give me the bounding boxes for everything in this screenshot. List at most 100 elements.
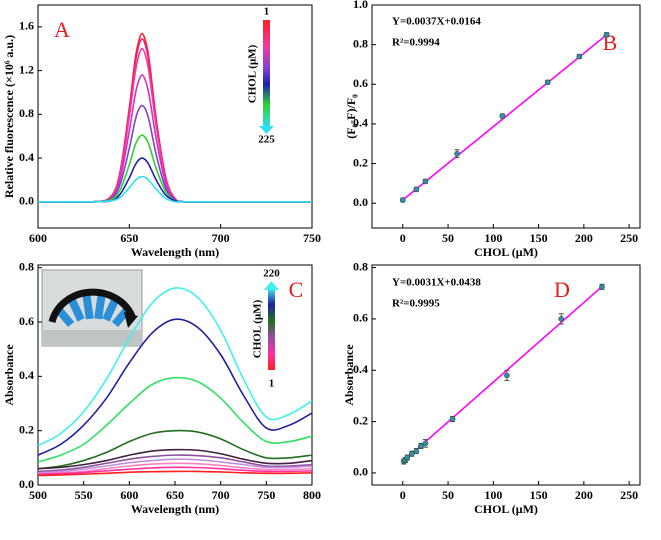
panel: 0 50 100 150 200 250 0.0 0.2 0.4 0.6 0.8 CHOL (μM) A… [342, 259, 641, 516]
data-point [413, 448, 420, 454]
x-tick-label: 50 [442, 231, 454, 245]
colorbar-label: CHOL (μM) [252, 299, 264, 358]
x-tick-label: 700 [212, 488, 230, 502]
panel-label: A [54, 17, 70, 42]
x-tick-label: 650 [166, 488, 184, 502]
y-tick-label: 0.6 [353, 76, 368, 90]
panel-label: D [554, 277, 570, 302]
y-tick-label: 0.6 [353, 311, 368, 325]
r-squared: R²=0.9995 [392, 298, 440, 310]
equation: Y=0.0037X+0.0164 [392, 16, 481, 28]
y-tick-label: 1.2 [19, 62, 34, 76]
y-tick-label: 0.0 [353, 195, 368, 209]
x-tick-label: 200 [575, 231, 593, 245]
x-axis-label: CHOL (μM) [474, 502, 538, 516]
data-point [499, 113, 506, 119]
plot-frame [371, 264, 641, 486]
x-tick-label: 150 [530, 231, 548, 245]
colorbar-c [264, 281, 279, 370]
panel-label: C [289, 277, 304, 302]
y-tick-label: 1.0 [353, 0, 368, 11]
x-tick-label: 0 [400, 488, 406, 502]
line-series [37, 462, 313, 475]
x-tick-label: 0 [400, 231, 406, 245]
x-tick-label: 800 [303, 488, 321, 502]
line-series [37, 157, 312, 203]
colorbar-bottom: 1 [269, 378, 275, 390]
line-series [37, 47, 312, 203]
x-tick-label: 600 [120, 488, 138, 502]
fit-line [402, 285, 603, 463]
x-tick-label: 50 [442, 488, 454, 502]
x-axis-label: Wavelength (nm) [131, 502, 219, 516]
data-point [603, 31, 610, 38]
line-series [37, 104, 312, 203]
y-tick-label: 0.2 [353, 413, 368, 427]
x-axis-label: Wavelength (nm) [131, 245, 219, 259]
y-axis-label: Absorbance [2, 344, 16, 406]
line-series [37, 454, 313, 473]
panel: 0 50 100 150 200 250 0.0 0.2 0.4 0.6 0.8 1.0 CHOL (μ… [344, 0, 641, 259]
data-point [449, 416, 456, 422]
colorbar-top: 220 [263, 268, 280, 280]
line-series [37, 32, 312, 203]
inset-photo [41, 269, 143, 347]
colorbar-a [259, 20, 274, 134]
y-axis-label: (F₀-F)/F₀ [344, 94, 358, 139]
data-point [576, 53, 583, 60]
line-series [37, 376, 313, 463]
x-tick-label: 650 [120, 231, 138, 245]
line-series [37, 287, 313, 447]
line-series [37, 470, 313, 477]
x-tick-label: 100 [484, 231, 502, 245]
fit-line [402, 32, 610, 201]
plot-frame [371, 4, 641, 229]
line-series [37, 448, 313, 470]
x-axis-label: CHOL (μM) [474, 245, 538, 259]
data-point [544, 79, 551, 86]
y-tick-label: 0.4 [19, 368, 34, 382]
x-tick-label: 500 [29, 488, 47, 502]
data-point [504, 372, 510, 379]
y-tick-label: 0.4 [19, 150, 34, 164]
y-tick-label: 0.8 [353, 259, 368, 273]
data-point [404, 454, 411, 461]
colorbar-label: CHOL (μM) [247, 44, 259, 103]
x-tick-label: 550 [75, 488, 93, 502]
data-point [422, 440, 429, 447]
x-tick-label: 100 [484, 488, 502, 502]
equation: Y=0.0031X+0.0438 [392, 277, 481, 289]
x-tick-label: 700 [212, 231, 230, 245]
y-tick-label: 0.0 [19, 477, 34, 491]
plot-frame [37, 4, 313, 229]
x-tick-label: 750 [257, 488, 275, 502]
x-tick-label: 250 [620, 231, 638, 245]
x-tick-label: 600 [29, 231, 47, 245]
y-tick-label: 0.4 [353, 116, 368, 130]
y-tick-label: 1.6 [19, 19, 34, 33]
y-tick-label: 0.2 [353, 155, 368, 169]
y-tick-label: 0.8 [353, 36, 368, 50]
y-axis-label: Relative fluorescence (×10⁶ a.u.) [2, 35, 16, 198]
y-tick-label: 0.8 [19, 106, 34, 120]
panel: 600 650 700 750 0.0 0.4 0.8 1.2 1.6 Wavelength (n… [2, 4, 321, 259]
data-point [418, 443, 424, 449]
colorbar-bottom: 225 [258, 134, 275, 146]
line-series [37, 38, 312, 203]
line-series [37, 175, 312, 203]
data-point [454, 150, 460, 157]
data-point [422, 178, 429, 185]
panel: 500 550 600 650 700 750 800 0.0 0.2 0.4 0.6 0.8 Wave… [2, 259, 321, 515]
data-point [599, 283, 605, 290]
x-tick-label: 250 [620, 488, 638, 502]
data-point [399, 197, 406, 203]
data-point [413, 186, 420, 193]
x-tick-label: 200 [575, 488, 593, 502]
line-series [37, 458, 313, 474]
data-point [558, 316, 565, 322]
y-tick-label: 0.0 [19, 194, 34, 208]
y-tick-label: 0.2 [19, 422, 34, 436]
x-tick-label: 150 [530, 488, 548, 502]
y-axis-label: Absorbance [342, 344, 356, 406]
